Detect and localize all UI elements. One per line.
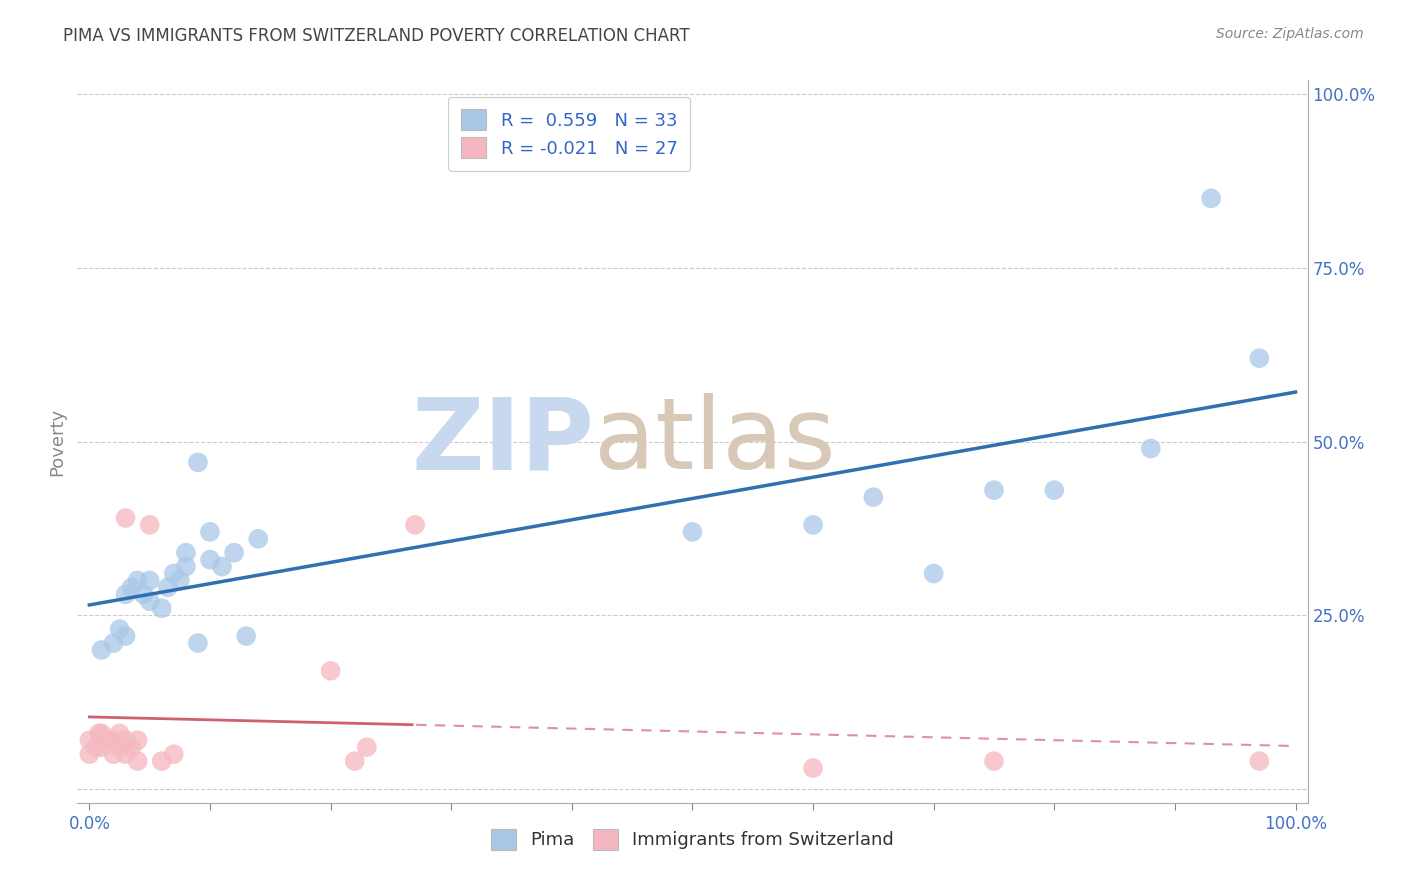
Point <box>174 546 197 560</box>
Point <box>79 747 101 761</box>
Point <box>79 733 101 747</box>
Point <box>108 622 131 636</box>
Point <box>114 733 136 747</box>
Legend: Pima, Immigrants from Switzerland: Pima, Immigrants from Switzerland <box>482 820 903 859</box>
Point <box>138 594 160 608</box>
Point <box>138 517 160 532</box>
Point <box>983 754 1005 768</box>
Point <box>1139 442 1161 456</box>
Point <box>187 455 209 469</box>
Point <box>90 643 112 657</box>
Y-axis label: Poverty: Poverty <box>48 408 66 475</box>
Point <box>84 740 107 755</box>
Point <box>121 581 143 595</box>
Point <box>187 636 209 650</box>
Point <box>163 747 186 761</box>
Point <box>127 733 149 747</box>
Point <box>103 636 125 650</box>
Point <box>150 754 173 768</box>
Point <box>319 664 342 678</box>
Point <box>114 587 136 601</box>
Point <box>127 574 149 588</box>
Point <box>247 532 270 546</box>
Point <box>90 726 112 740</box>
Point <box>922 566 945 581</box>
Point <box>150 601 173 615</box>
Point <box>224 546 246 560</box>
Point <box>121 740 143 755</box>
Point <box>114 629 136 643</box>
Point <box>114 747 136 761</box>
Text: PIMA VS IMMIGRANTS FROM SWITZERLAND POVERTY CORRELATION CHART: PIMA VS IMMIGRANTS FROM SWITZERLAND POVE… <box>63 27 690 45</box>
Point <box>1043 483 1066 498</box>
Point <box>114 511 136 525</box>
Point <box>343 754 366 768</box>
Point <box>127 754 149 768</box>
Point <box>90 740 112 755</box>
Point <box>1199 191 1222 205</box>
Point <box>356 740 378 755</box>
Point <box>1249 754 1271 768</box>
Point <box>235 629 257 643</box>
Point <box>87 726 110 740</box>
Point <box>801 761 824 775</box>
Point <box>801 517 824 532</box>
Point <box>132 587 155 601</box>
Point <box>198 524 221 539</box>
Point <box>862 490 884 504</box>
Point <box>682 524 704 539</box>
Point <box>1249 351 1271 366</box>
Text: ZIP: ZIP <box>411 393 595 490</box>
Point <box>169 574 191 588</box>
Point <box>156 581 179 595</box>
Point <box>404 517 426 532</box>
Text: atlas: atlas <box>595 393 835 490</box>
Point <box>108 726 131 740</box>
Point <box>174 559 197 574</box>
Point <box>108 740 131 755</box>
Point <box>211 559 233 574</box>
Point <box>983 483 1005 498</box>
Point <box>103 733 125 747</box>
Point <box>96 733 118 747</box>
Point <box>163 566 186 581</box>
Text: Source: ZipAtlas.com: Source: ZipAtlas.com <box>1216 27 1364 41</box>
Point <box>103 747 125 761</box>
Point <box>198 552 221 566</box>
Point <box>138 574 160 588</box>
